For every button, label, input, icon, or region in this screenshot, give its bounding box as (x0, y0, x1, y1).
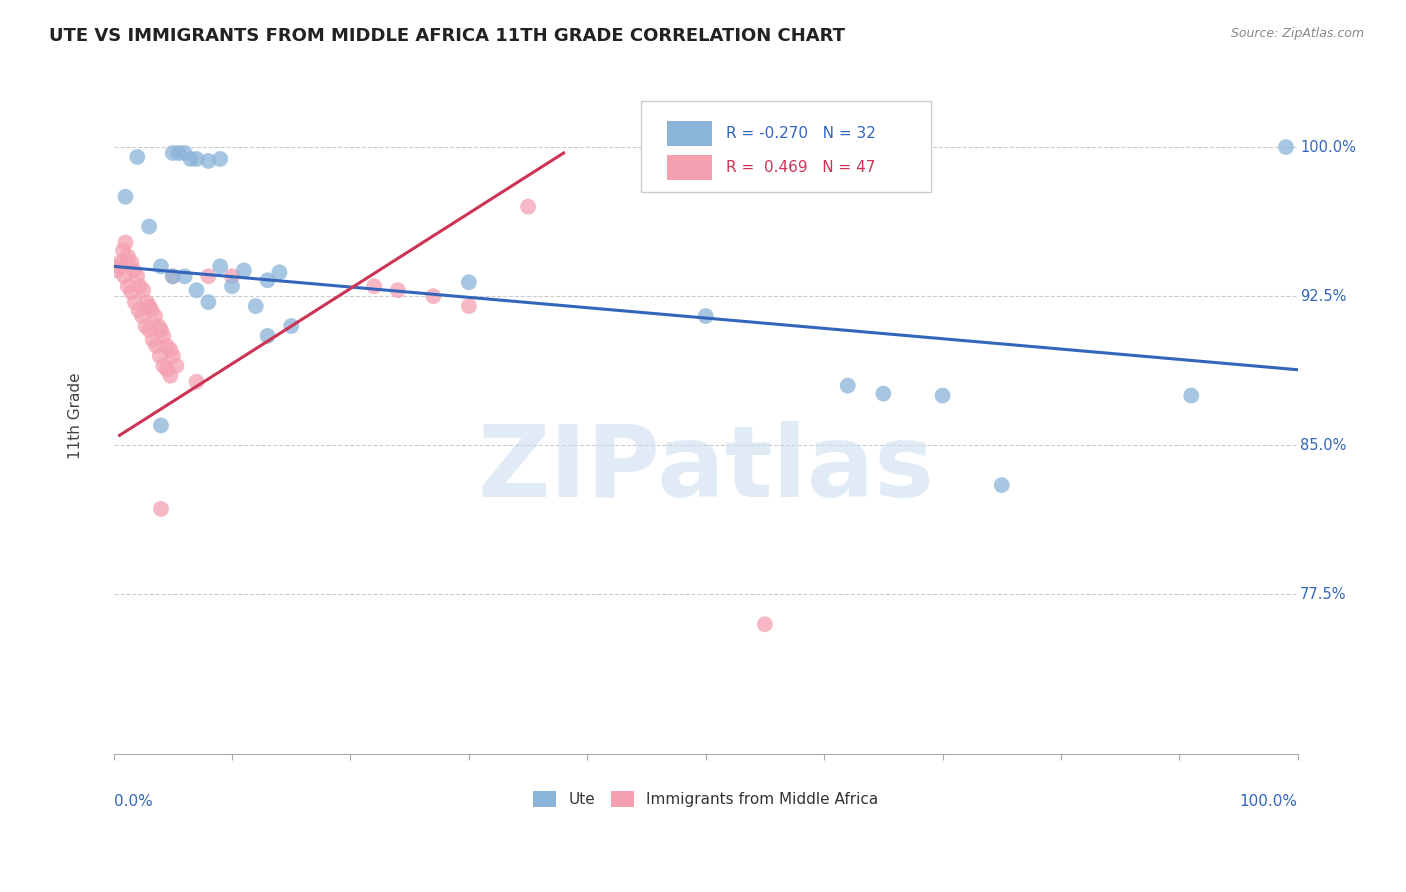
Point (186, 283, 208, 297)
Text: ZIPatlas: ZIPatlas (477, 421, 934, 518)
Text: R =  0.469   N = 47: R = 0.469 N = 47 (725, 160, 875, 175)
Point (517, 200, 540, 214)
Point (156, 339, 179, 353)
Point (197, 153, 219, 168)
Text: 85.0%: 85.0% (1301, 438, 1347, 453)
Point (117, 249, 139, 263)
Point (156, 363, 179, 377)
Point (1275, 140, 1298, 154)
Point (162, 269, 184, 284)
Point (990, 478, 1012, 492)
Point (387, 283, 409, 297)
Point (138, 299, 160, 313)
Point (152, 329, 174, 343)
Point (232, 263, 254, 277)
FancyBboxPatch shape (641, 101, 931, 193)
Point (837, 378, 859, 392)
Text: R = -0.270   N = 32: R = -0.270 N = 32 (725, 126, 876, 141)
Point (149, 260, 172, 274)
Point (112, 269, 135, 284)
Point (162, 146, 184, 161)
Point (143, 309, 166, 323)
Point (135, 295, 157, 310)
Point (363, 279, 385, 293)
Point (120, 285, 142, 300)
Point (138, 323, 160, 337)
Point (173, 146, 195, 161)
Point (117, 279, 139, 293)
Point (269, 265, 291, 279)
Text: 77.5%: 77.5% (1301, 587, 1347, 602)
Point (162, 269, 184, 284)
Point (180, 152, 202, 166)
Point (422, 289, 444, 303)
Point (256, 273, 278, 287)
Point (173, 269, 195, 284)
Text: UTE VS IMMIGRANTS FROM MIDDLE AFRICA 11TH GRADE CORRELATION CHART: UTE VS IMMIGRANTS FROM MIDDLE AFRICA 11T… (49, 27, 845, 45)
Text: Source: ZipAtlas.com: Source: ZipAtlas.com (1230, 27, 1364, 40)
Point (159, 368, 181, 383)
Point (197, 295, 219, 310)
Point (221, 269, 243, 284)
Point (186, 152, 208, 166)
Point (124, 295, 146, 310)
Point (114, 235, 136, 250)
Point (110, 255, 132, 269)
Point (142, 333, 165, 347)
Point (209, 152, 232, 166)
Point (931, 388, 953, 402)
Point (127, 150, 149, 164)
Point (221, 279, 243, 293)
Point (457, 275, 479, 289)
Point (165, 359, 187, 373)
Point (148, 318, 170, 333)
Point (122, 263, 145, 277)
Point (209, 260, 232, 274)
Point (138, 219, 160, 234)
Text: 100.0%: 100.0% (1240, 794, 1298, 809)
Point (149, 323, 172, 337)
Point (186, 375, 208, 389)
Point (132, 283, 155, 297)
Point (112, 244, 135, 258)
FancyBboxPatch shape (666, 154, 711, 180)
Point (145, 339, 167, 353)
Point (167, 146, 190, 161)
Point (105, 263, 128, 277)
Point (128, 279, 150, 293)
Text: 100.0%: 100.0% (1301, 139, 1355, 154)
Point (114, 190, 136, 204)
Point (256, 329, 278, 343)
Point (245, 299, 267, 313)
Point (162, 349, 184, 363)
Point (141, 303, 163, 318)
Point (149, 502, 172, 516)
Point (149, 418, 172, 433)
Point (159, 343, 181, 357)
Legend: Ute, Immigrants from Middle Africa: Ute, Immigrants from Middle Africa (527, 785, 884, 814)
Point (152, 359, 174, 373)
Point (1180, 388, 1202, 402)
Point (695, 309, 717, 323)
Point (120, 255, 142, 269)
FancyBboxPatch shape (666, 120, 711, 146)
Point (108, 260, 131, 274)
Point (149, 349, 172, 363)
Point (135, 318, 157, 333)
Text: 0.0%: 0.0% (114, 794, 152, 809)
Point (197, 269, 219, 284)
Text: 11th Grade: 11th Grade (69, 372, 83, 458)
Point (127, 303, 149, 318)
Point (131, 309, 153, 323)
Point (127, 269, 149, 284)
Point (872, 386, 894, 401)
Text: 92.5%: 92.5% (1301, 289, 1347, 303)
Point (457, 299, 479, 313)
Point (754, 617, 776, 632)
Point (280, 318, 302, 333)
